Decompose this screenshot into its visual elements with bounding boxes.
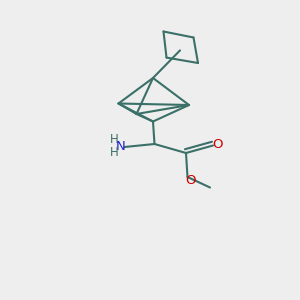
Text: H: H: [110, 146, 118, 160]
Text: O: O: [185, 173, 196, 187]
Text: H: H: [110, 133, 118, 146]
Text: N: N: [116, 140, 125, 153]
Text: O: O: [212, 137, 223, 151]
